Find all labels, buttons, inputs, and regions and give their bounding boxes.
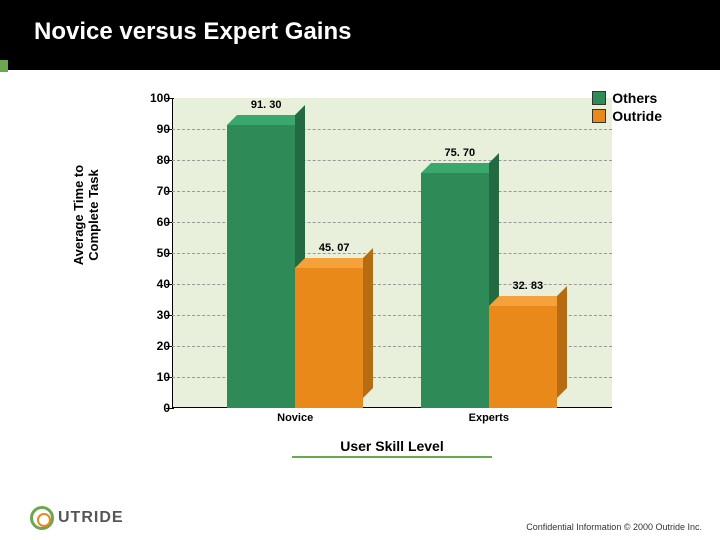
y-tick-label: 20: [122, 339, 170, 353]
y-tick-mark: [166, 408, 174, 409]
footer-text: Confidential Information © 2000 Outride …: [526, 522, 702, 532]
bar-others: [227, 125, 295, 408]
y-tick-label: 90: [122, 122, 170, 136]
x-category-label: Novice: [245, 412, 345, 424]
bar-value-label: 75. 70: [416, 147, 504, 159]
y-tick-label: 0: [122, 401, 170, 415]
x-category-label: Experts: [439, 412, 539, 424]
bar-side: [363, 248, 373, 398]
chart-area: Average Time to Complete Task Others Outr…: [40, 90, 680, 470]
bar-top: [421, 163, 499, 173]
legend-item: Outride: [592, 108, 662, 124]
slide: Novice versus Expert Gains Average Time …: [0, 0, 720, 540]
bar-outride: [295, 268, 363, 408]
bar-value-label: 45. 07: [290, 242, 378, 254]
y-tick-label: 10: [122, 370, 170, 384]
legend-swatch: [592, 109, 606, 123]
bar-value-label: 91. 30: [222, 99, 310, 111]
legend-label: Others: [612, 90, 657, 106]
bar-outride: [489, 306, 557, 408]
bar-top: [295, 258, 373, 268]
y-axis-label: Average Time to Complete Task: [71, 135, 101, 295]
legend: Others Outride: [592, 90, 662, 126]
y-tick-label: 100: [122, 91, 170, 105]
bar-top: [489, 296, 567, 306]
legend-item: Others: [592, 90, 662, 106]
y-tick-label: 60: [122, 215, 170, 229]
y-tick-label: 80: [122, 153, 170, 167]
bar-top: [227, 115, 305, 125]
x-axis-label: User Skill Level: [122, 438, 662, 458]
logo-text: UTRIDE: [58, 509, 124, 527]
slide-title: Novice versus Expert Gains: [0, 0, 720, 46]
plot: Others Outride 0 10 20 30 40 50 60 70 80 90 100 91.…: [122, 90, 662, 430]
legend-swatch: [592, 91, 606, 105]
y-tick-label: 30: [122, 308, 170, 322]
legend-label: Outride: [612, 108, 662, 124]
accent-bar: [0, 60, 8, 72]
y-tick-label: 50: [122, 246, 170, 260]
bar-value-label: 32. 83: [484, 280, 572, 292]
header-bar: Novice versus Expert Gains: [0, 0, 720, 70]
logo-mark-icon: [30, 506, 54, 530]
bar-side: [557, 286, 567, 398]
y-tick-label: 40: [122, 277, 170, 291]
y-tick-label: 70: [122, 184, 170, 198]
y-tick-mark: [166, 98, 174, 99]
bar-others: [421, 173, 489, 408]
logo: UTRIDE: [30, 506, 124, 530]
